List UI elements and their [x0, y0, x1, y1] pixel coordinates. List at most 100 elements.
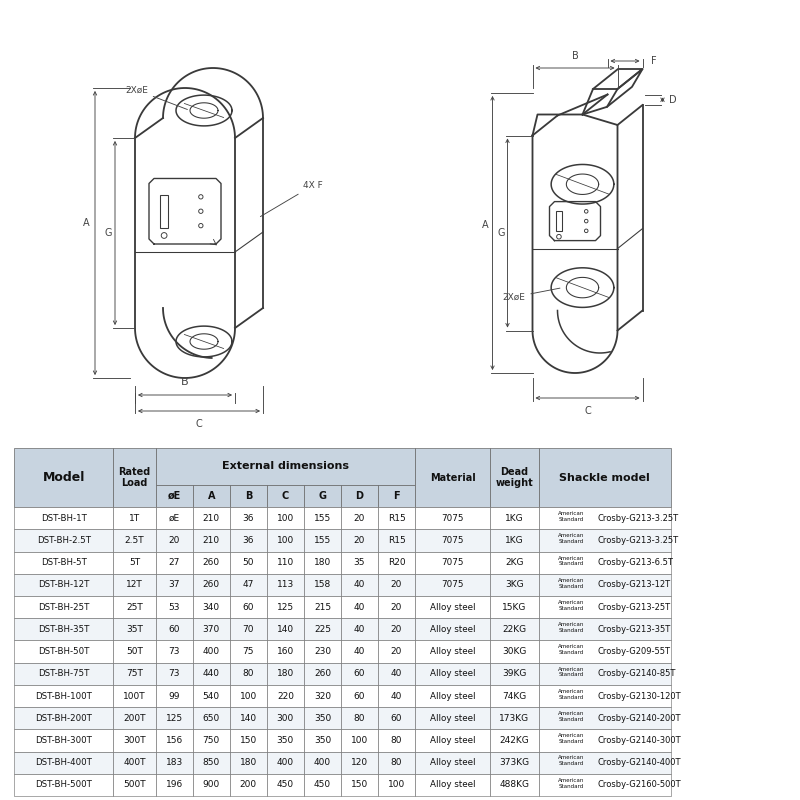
- Text: 373KG: 373KG: [499, 758, 530, 767]
- Bar: [341, 685, 378, 707]
- Text: 25T: 25T: [126, 602, 143, 612]
- Bar: [14, 774, 114, 796]
- Text: 20: 20: [391, 581, 402, 590]
- Bar: [341, 774, 378, 796]
- Text: 75T: 75T: [126, 670, 143, 678]
- Bar: [304, 574, 341, 596]
- Bar: [304, 751, 341, 774]
- Bar: [341, 751, 378, 774]
- Bar: [304, 730, 341, 751]
- Bar: [14, 618, 114, 641]
- Text: Shackle model: Shackle model: [559, 473, 650, 482]
- Text: American
Standard: American Standard: [558, 622, 585, 633]
- Bar: [378, 551, 415, 574]
- Bar: [230, 662, 267, 685]
- Bar: [14, 641, 114, 662]
- Text: 220: 220: [277, 691, 294, 701]
- Text: 450: 450: [314, 780, 331, 790]
- Bar: [267, 551, 304, 574]
- Bar: [490, 730, 538, 751]
- Bar: [267, 707, 304, 730]
- Bar: [304, 641, 341, 662]
- Text: Alloy steel: Alloy steel: [430, 670, 475, 678]
- Text: 40: 40: [354, 581, 365, 590]
- Bar: [490, 707, 538, 730]
- Text: 75: 75: [242, 647, 254, 656]
- Text: 7075: 7075: [442, 558, 464, 567]
- Text: 37: 37: [169, 581, 180, 590]
- Bar: [415, 618, 490, 641]
- Bar: [193, 707, 230, 730]
- Bar: [114, 574, 156, 596]
- Bar: [341, 530, 378, 551]
- Text: 150: 150: [240, 736, 257, 745]
- Text: 20: 20: [169, 536, 180, 545]
- Bar: [114, 707, 156, 730]
- Text: 5T: 5T: [129, 558, 140, 567]
- Bar: [415, 751, 490, 774]
- Text: 260: 260: [202, 581, 220, 590]
- Bar: [114, 662, 156, 685]
- Text: 850: 850: [202, 758, 220, 767]
- Text: 300: 300: [277, 714, 294, 722]
- Text: 400T: 400T: [123, 758, 146, 767]
- Bar: [490, 507, 538, 530]
- Text: 2KG: 2KG: [505, 558, 523, 567]
- Text: 400: 400: [314, 758, 331, 767]
- Bar: [14, 751, 114, 774]
- Bar: [538, 448, 670, 507]
- Bar: [114, 685, 156, 707]
- Bar: [304, 507, 341, 530]
- Text: Material: Material: [430, 473, 475, 482]
- Bar: [267, 641, 304, 662]
- Text: 15KG: 15KG: [502, 602, 526, 612]
- Bar: [304, 774, 341, 796]
- Text: DST-BH-25T: DST-BH-25T: [38, 602, 90, 612]
- Text: Alloy steel: Alloy steel: [430, 602, 475, 612]
- Text: 173KG: 173KG: [499, 714, 530, 722]
- Bar: [114, 751, 156, 774]
- Text: 540: 540: [202, 691, 220, 701]
- Text: 340: 340: [202, 602, 220, 612]
- Text: 12T: 12T: [126, 581, 143, 590]
- Bar: [378, 574, 415, 596]
- Text: 160: 160: [277, 647, 294, 656]
- Bar: [193, 596, 230, 618]
- Bar: [230, 774, 267, 796]
- Text: 20: 20: [391, 602, 402, 612]
- Text: 180: 180: [314, 558, 331, 567]
- Text: DST-BH-500T: DST-BH-500T: [35, 780, 92, 790]
- Bar: [267, 530, 304, 551]
- Bar: [193, 507, 230, 530]
- Bar: [14, 530, 114, 551]
- Text: DST-BH-2.5T: DST-BH-2.5T: [37, 536, 91, 545]
- Bar: [538, 596, 670, 618]
- Text: 40: 40: [354, 625, 365, 634]
- Bar: [267, 574, 304, 596]
- Bar: [14, 448, 114, 507]
- Text: DST-BH-300T: DST-BH-300T: [35, 736, 92, 745]
- Bar: [14, 707, 114, 730]
- Text: C: C: [196, 419, 202, 429]
- Text: R20: R20: [388, 558, 406, 567]
- Text: D: D: [355, 491, 363, 501]
- Text: 99: 99: [169, 691, 180, 701]
- Bar: [14, 574, 114, 596]
- Text: American
Standard: American Standard: [558, 711, 585, 722]
- Bar: [538, 551, 670, 574]
- Bar: [156, 448, 415, 485]
- Text: 74KG: 74KG: [502, 691, 526, 701]
- Text: 230: 230: [314, 647, 331, 656]
- Text: DST-BH-35T: DST-BH-35T: [38, 625, 90, 634]
- Bar: [114, 530, 156, 551]
- Bar: [304, 530, 341, 551]
- Text: A: A: [482, 220, 489, 230]
- Bar: [156, 662, 193, 685]
- Bar: [156, 551, 193, 574]
- Bar: [378, 530, 415, 551]
- Bar: [538, 530, 670, 551]
- Bar: [114, 618, 156, 641]
- Bar: [14, 507, 114, 530]
- Bar: [341, 485, 378, 507]
- Text: Alloy steel: Alloy steel: [430, 780, 475, 790]
